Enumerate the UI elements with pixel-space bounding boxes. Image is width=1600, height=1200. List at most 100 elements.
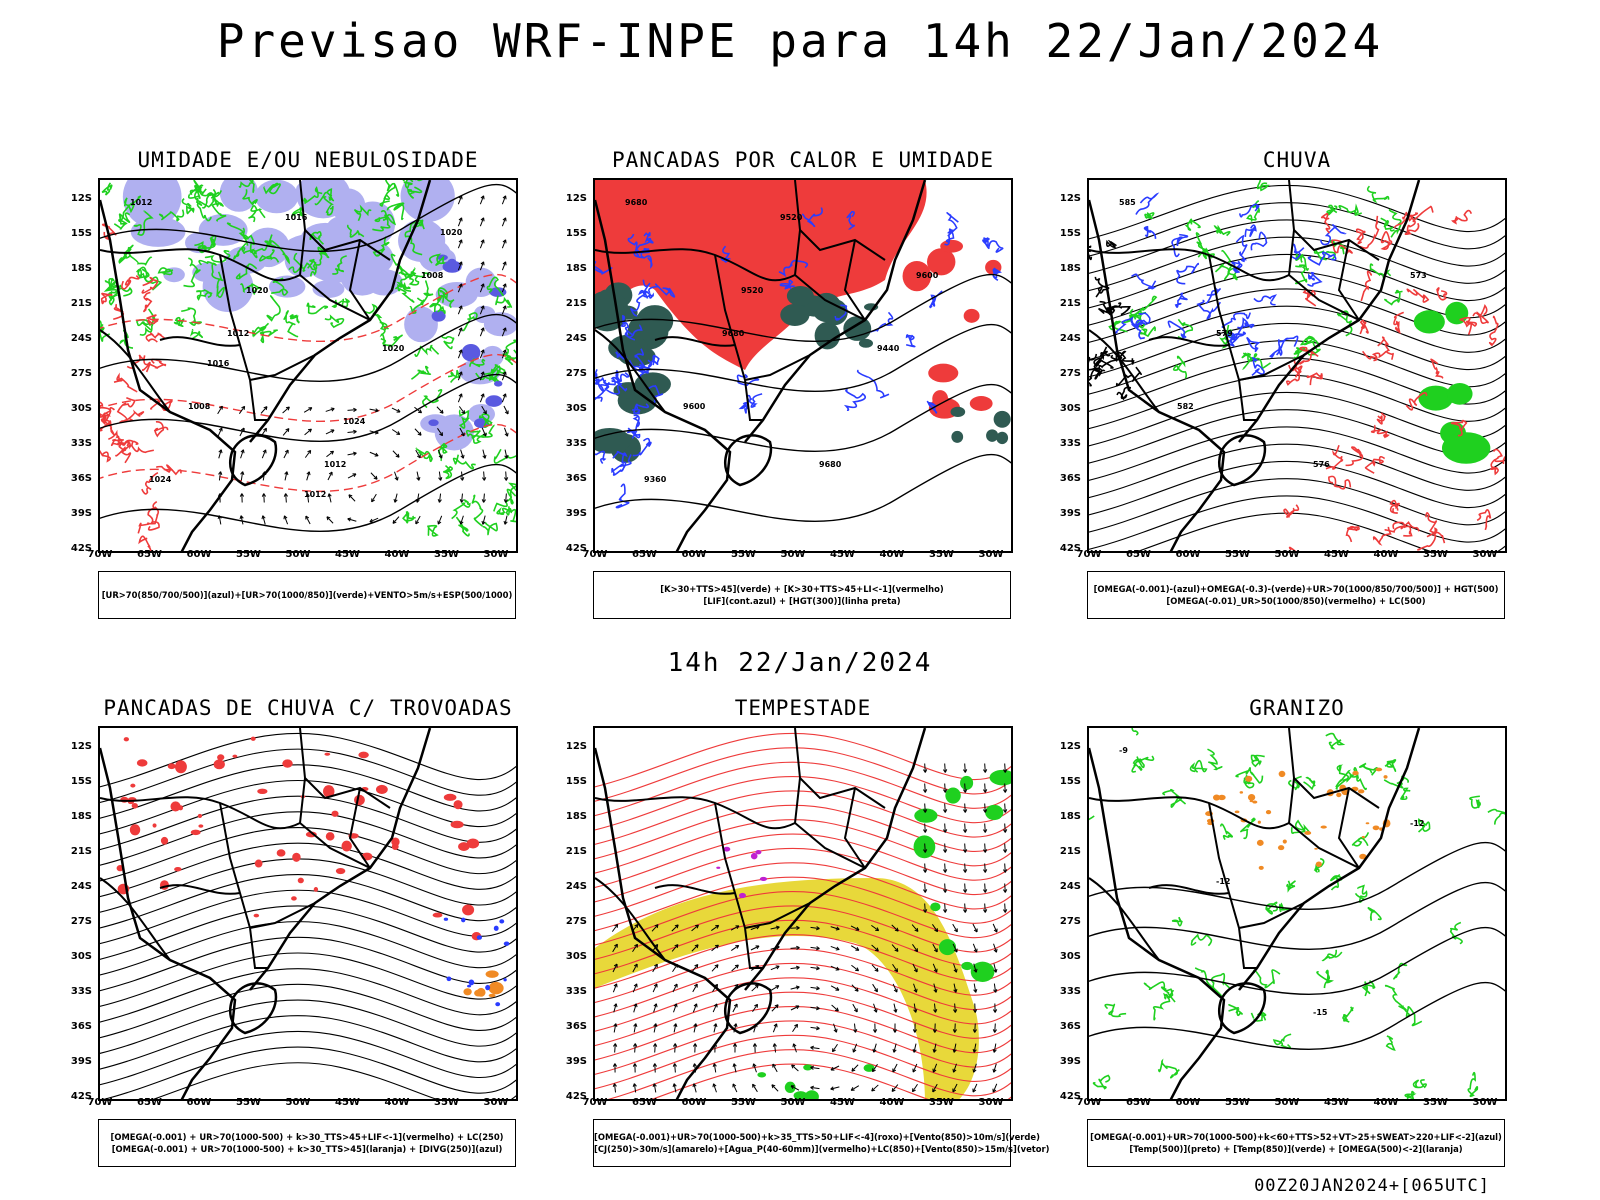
wind-vector bbox=[395, 453, 400, 458]
wind-vector bbox=[751, 984, 759, 992]
wind-vector bbox=[306, 493, 310, 503]
wind-vector bbox=[672, 1043, 678, 1047]
state-border bbox=[348, 239, 371, 321]
wind-vector bbox=[504, 410, 509, 415]
wind-vector bbox=[712, 1003, 718, 1013]
thickness-contour bbox=[108, 429, 127, 457]
wind-vector bbox=[790, 1085, 795, 1090]
high-humidity-area bbox=[202, 261, 254, 313]
longitude-label: 70W bbox=[87, 1097, 113, 1108]
wind-vector bbox=[457, 195, 463, 205]
divergence-point bbox=[476, 935, 483, 940]
wind-vector bbox=[984, 883, 986, 893]
longitude-label: 40W bbox=[1373, 1097, 1399, 1108]
low-humidity-contour bbox=[379, 182, 396, 208]
thunderstorm-area bbox=[213, 759, 225, 770]
state-border bbox=[744, 379, 763, 421]
wind-vector bbox=[459, 427, 465, 437]
wind-vector bbox=[504, 454, 509, 459]
wind-vector bbox=[972, 1009, 978, 1013]
latitude-label: 24S bbox=[1059, 333, 1081, 344]
wind-vector bbox=[952, 923, 958, 933]
strong-ascent-point bbox=[1257, 820, 1261, 824]
wind-vector bbox=[943, 849, 948, 853]
state-border bbox=[100, 329, 171, 413]
latitude-label: 27S bbox=[1059, 916, 1081, 927]
wind-vector bbox=[416, 476, 421, 481]
latitude-label: 33S bbox=[70, 438, 92, 449]
lifted-index-contour bbox=[595, 261, 613, 275]
wind-vector bbox=[914, 948, 919, 953]
wind-vector bbox=[790, 1085, 800, 1091]
thunderstorm-area bbox=[232, 754, 238, 758]
wind-vector bbox=[480, 217, 485, 222]
ascent-contour bbox=[1269, 343, 1283, 359]
wind-vector bbox=[460, 477, 465, 481]
wind-vector bbox=[850, 1087, 855, 1091]
latitude-label: 42S bbox=[1059, 1091, 1081, 1102]
low-humidity-contour bbox=[271, 277, 289, 296]
streamline bbox=[152, 1062, 516, 1099]
low-humidity-contour bbox=[380, 334, 403, 348]
severe-storm-area bbox=[738, 892, 746, 899]
longitude-label: 50W bbox=[1274, 1097, 1300, 1108]
wind-vector bbox=[775, 965, 780, 970]
wind-vector bbox=[653, 1003, 657, 1013]
strong-ascent-point bbox=[1320, 825, 1327, 829]
wind-vector bbox=[239, 427, 245, 437]
temperature-850-contour bbox=[1250, 754, 1265, 768]
wind-vector bbox=[892, 983, 898, 993]
wind-vector bbox=[653, 1083, 657, 1093]
wind-vector bbox=[458, 371, 463, 376]
wind-vector bbox=[983, 869, 988, 873]
latitude-label: 18S bbox=[1059, 263, 1081, 274]
border bbox=[723, 982, 773, 1035]
wind-vector bbox=[261, 427, 267, 437]
wind-vector bbox=[352, 451, 357, 456]
wind-vector bbox=[438, 476, 443, 481]
wind-vector bbox=[855, 947, 860, 951]
wind-vector bbox=[503, 477, 509, 481]
wind-vector bbox=[872, 983, 878, 993]
wind-vector bbox=[871, 1084, 879, 1092]
temperature-850-contour bbox=[1469, 795, 1481, 809]
wind-vector bbox=[458, 393, 463, 398]
wind-vector bbox=[458, 327, 463, 332]
lifted-index-contour bbox=[846, 210, 856, 230]
wind-vector bbox=[505, 471, 507, 481]
thickness-contour bbox=[100, 353, 516, 422]
ascent-contour bbox=[1307, 251, 1337, 266]
longitude-label: 50W bbox=[285, 1097, 311, 1108]
wind-vector bbox=[437, 515, 443, 525]
wind-vector bbox=[831, 1004, 839, 1012]
wind-vector bbox=[1003, 829, 1008, 833]
wind-vector bbox=[972, 943, 978, 953]
latitude-label: 42S bbox=[70, 1091, 92, 1102]
wind-vector bbox=[953, 968, 958, 973]
contour-label: 9520 bbox=[741, 286, 764, 295]
low-humidity-contour bbox=[204, 249, 231, 263]
streamline-850 bbox=[595, 890, 1011, 946]
wind-vector bbox=[924, 903, 926, 913]
wind-vector bbox=[501, 327, 507, 337]
ascent-contour bbox=[1241, 353, 1272, 370]
wind-vector bbox=[457, 305, 463, 315]
wind-vector bbox=[328, 471, 333, 476]
temperature-850-contour bbox=[1384, 759, 1397, 772]
wind-vector bbox=[614, 923, 619, 928]
wind-vector bbox=[692, 1003, 698, 1013]
temperature-850-contour bbox=[1358, 762, 1378, 776]
wind-vector bbox=[479, 327, 485, 337]
wind-vector bbox=[457, 261, 463, 271]
wind-vector bbox=[283, 515, 289, 525]
wind-vector bbox=[964, 823, 966, 833]
wind-vector bbox=[482, 515, 486, 525]
wind-vector bbox=[392, 519, 397, 524]
wind-vector bbox=[983, 849, 988, 853]
wind-vector bbox=[479, 305, 485, 315]
wind-vector bbox=[810, 1066, 820, 1070]
wind-vector bbox=[417, 454, 421, 459]
wind-vector bbox=[973, 983, 977, 993]
wind-vector bbox=[436, 406, 444, 414]
wind-vector bbox=[993, 1043, 997, 1053]
